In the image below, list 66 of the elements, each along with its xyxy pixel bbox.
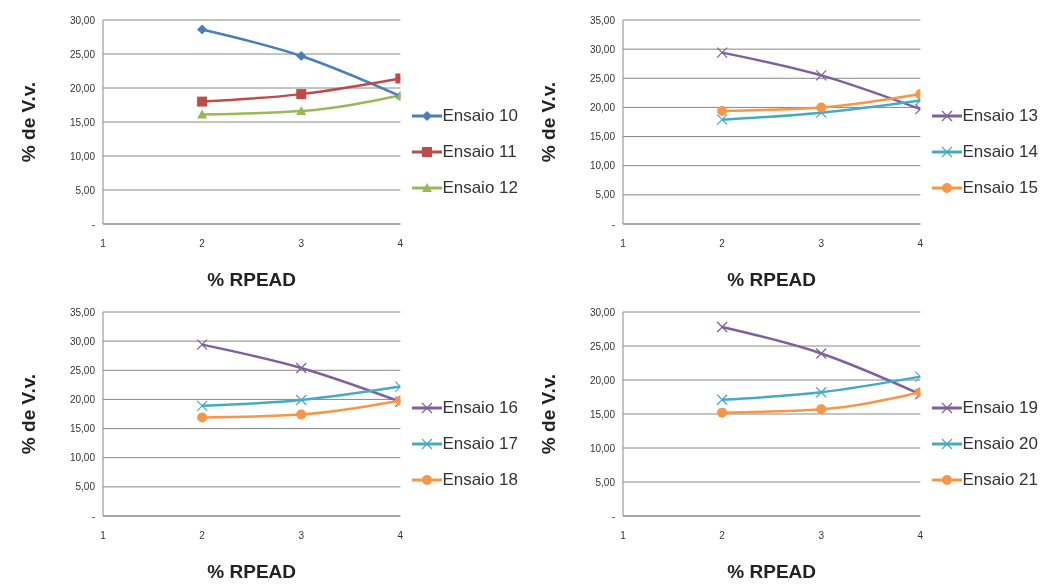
legend-label: Ensaio 11 xyxy=(442,142,517,162)
y-tick-label: - xyxy=(91,510,95,522)
x-axis-title: % RPEAD xyxy=(727,561,817,582)
x-tick-label: 3 xyxy=(298,530,305,542)
y-axis-title: % de V.v. xyxy=(17,373,39,455)
x-tick-label: 1 xyxy=(100,238,107,250)
y-tick-label: 30,00 xyxy=(69,335,96,347)
legend-label: Ensaio 12 xyxy=(442,178,518,198)
y-tick-label: 15,00 xyxy=(69,116,96,128)
y-tick-label: 5,00 xyxy=(75,184,96,196)
x-tick-label: 3 xyxy=(818,238,825,250)
y-tick-label: 5,00 xyxy=(75,481,96,493)
x-axis-title: % RPEAD xyxy=(727,269,817,290)
legend-label: Ensaio 20 xyxy=(962,434,1038,454)
y-tick-label: 10,00 xyxy=(69,150,96,162)
legend-label: Ensaio 17 xyxy=(442,434,518,454)
y-tick-label: 25,00 xyxy=(589,340,616,352)
x-axis-title: % RPEAD xyxy=(207,269,297,290)
y-tick-label: 10,00 xyxy=(69,452,96,464)
x-tick-label: 3 xyxy=(818,530,825,542)
y-tick-label: 15,00 xyxy=(589,408,616,420)
legend-label: Ensaio 21 xyxy=(962,470,1038,490)
x-tick-label: 4 xyxy=(917,238,924,250)
y-tick-label: - xyxy=(611,218,615,230)
y-tick-label: 15,00 xyxy=(69,423,96,435)
x-tick-label: 2 xyxy=(199,530,206,542)
x-tick-label: 2 xyxy=(199,238,206,250)
x-tick-label: 2 xyxy=(719,530,726,542)
x-tick-label: 4 xyxy=(397,530,404,542)
y-tick-label: 5,00 xyxy=(595,189,616,201)
y-tick-label: 10,00 xyxy=(589,160,616,172)
y-tick-label: 30,00 xyxy=(69,14,96,26)
x-tick-label: 1 xyxy=(620,530,627,542)
legend-label: Ensaio 18 xyxy=(442,470,518,490)
y-tick-label: 20,00 xyxy=(69,82,96,94)
y-tick-label: 30,00 xyxy=(589,306,616,318)
y-tick-label: 25,00 xyxy=(589,72,616,84)
y-tick-label: 15,00 xyxy=(589,131,616,143)
legend-label: Ensaio 14 xyxy=(962,142,1038,162)
x-tick-label: 1 xyxy=(620,238,627,250)
y-tick-label: - xyxy=(611,510,615,522)
y-tick-label: 10,00 xyxy=(589,442,616,454)
y-tick-label: 5,00 xyxy=(595,476,616,488)
x-tick-label: 1 xyxy=(100,530,107,542)
y-tick-label: 25,00 xyxy=(69,364,96,376)
legend-label: Ensaio 19 xyxy=(962,398,1038,418)
x-tick-label: 3 xyxy=(298,238,305,250)
legend-label: Ensaio 10 xyxy=(442,106,518,126)
x-tick-label: 4 xyxy=(917,530,924,542)
x-axis-title: % RPEAD xyxy=(207,561,297,582)
legend-label: Ensaio 15 xyxy=(962,178,1038,198)
x-tick-label: 2 xyxy=(719,238,726,250)
y-tick-label: - xyxy=(91,218,95,230)
y-axis-title: % de V.v. xyxy=(537,373,559,455)
y-tick-label: 35,00 xyxy=(69,306,96,318)
y-tick-label: 20,00 xyxy=(69,393,96,405)
legend-label: Ensaio 13 xyxy=(962,106,1038,126)
y-tick-label: 20,00 xyxy=(589,101,616,113)
y-axis-title: % de V.v. xyxy=(537,81,559,163)
y-tick-label: 20,00 xyxy=(589,374,616,386)
y-tick-label: 30,00 xyxy=(589,43,616,55)
x-tick-label: 4 xyxy=(397,238,404,250)
legend-label: Ensaio 16 xyxy=(442,398,518,418)
y-tick-label: 25,00 xyxy=(69,48,96,60)
y-tick-label: 35,00 xyxy=(589,14,616,26)
y-axis-title: % de V.v. xyxy=(17,81,39,163)
